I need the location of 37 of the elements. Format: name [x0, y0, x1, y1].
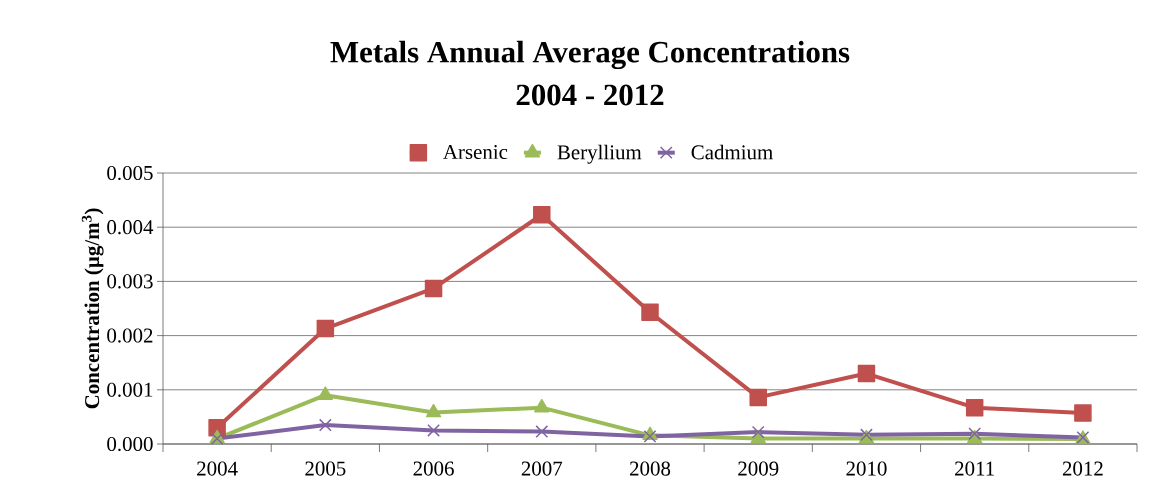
point — [641, 303, 659, 322]
x-tick-label: 2011 — [955, 461, 994, 476]
point — [424, 279, 443, 298]
y-tick-label: 0.005 — [107, 165, 153, 181]
x-tick-label: 2012 — [1062, 461, 1103, 476]
point — [425, 403, 442, 418]
legend-label: Arsenic — [443, 145, 508, 160]
chart-title: Metals Annual Average Concentrations — [330, 40, 850, 70]
point — [318, 418, 332, 432]
point — [643, 430, 657, 443]
x-tick-label: 2008 — [630, 461, 671, 476]
x-tick-label: 2010 — [846, 461, 887, 476]
chart-subtitle: 2004 - 2012 — [516, 84, 664, 106]
point — [533, 205, 551, 224]
y-axis-title: Concentration (µg/m$^{3}$) — [81, 208, 104, 409]
point — [749, 388, 767, 407]
y-tick-label: 0.003 — [107, 274, 153, 289]
y-tick-label: 0.002 — [107, 328, 153, 343]
point — [857, 364, 876, 383]
x-tick-label: 2004 — [197, 461, 238, 476]
legend-label: Cadmium — [691, 144, 773, 160]
point — [427, 424, 440, 437]
point — [965, 398, 984, 417]
point — [751, 425, 765, 439]
point — [1074, 404, 1092, 422]
y-tick-label: 0.001 — [107, 382, 153, 397]
y-tick-label: 0.000 — [107, 436, 153, 452]
x-tick-label: 2005 — [305, 461, 346, 476]
x-tick-label: 2009 — [738, 461, 779, 476]
point — [316, 319, 335, 338]
x-tick-label: 2006 — [413, 461, 454, 476]
x-tick-label: 2007 — [521, 461, 563, 476]
legend-label: Beryllium — [557, 144, 642, 164]
point — [317, 386, 334, 400]
point — [535, 425, 549, 438]
point — [534, 398, 550, 413]
y-tick-label: 0.004 — [107, 220, 154, 235]
